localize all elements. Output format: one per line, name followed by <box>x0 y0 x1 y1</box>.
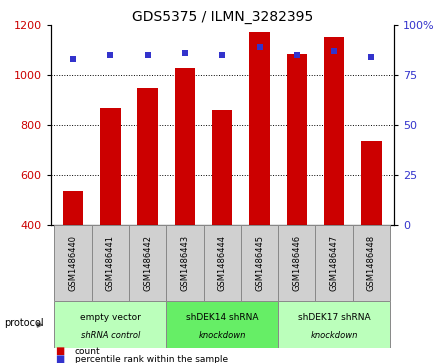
Text: GSM1486447: GSM1486447 <box>330 235 339 291</box>
Bar <box>137 88 158 225</box>
Point <box>293 52 301 58</box>
Text: GSM1486443: GSM1486443 <box>180 235 189 291</box>
Point <box>144 52 151 58</box>
Point <box>70 56 77 62</box>
Text: shRNA control: shRNA control <box>81 331 140 340</box>
Bar <box>212 110 232 225</box>
Point <box>256 44 263 50</box>
Bar <box>92 225 129 301</box>
Bar <box>166 301 278 348</box>
Text: GSM1486442: GSM1486442 <box>143 235 152 291</box>
Bar <box>129 225 166 301</box>
Bar <box>286 54 307 225</box>
Text: ■: ■ <box>55 346 64 356</box>
Text: empty vector: empty vector <box>80 313 141 322</box>
Point <box>330 48 337 54</box>
Bar <box>54 301 166 348</box>
Text: GSM1486441: GSM1486441 <box>106 235 115 291</box>
Title: GDS5375 / ILMN_3282395: GDS5375 / ILMN_3282395 <box>132 11 313 24</box>
Text: GSM1486440: GSM1486440 <box>69 235 77 291</box>
Bar <box>361 142 381 225</box>
Text: knockdown: knockdown <box>311 331 358 340</box>
Bar <box>249 32 270 225</box>
Text: GSM1486446: GSM1486446 <box>292 235 301 291</box>
Text: ■: ■ <box>55 354 64 363</box>
Bar <box>166 225 204 301</box>
Bar <box>353 225 390 301</box>
Text: GSM1486445: GSM1486445 <box>255 235 264 291</box>
Bar <box>241 225 278 301</box>
Bar <box>100 108 121 225</box>
Bar <box>63 191 83 225</box>
Bar <box>324 37 345 225</box>
Bar <box>315 225 353 301</box>
Text: GSM1486444: GSM1486444 <box>218 235 227 291</box>
Point <box>368 54 375 60</box>
Text: percentile rank within the sample: percentile rank within the sample <box>75 355 228 363</box>
Point <box>219 52 226 58</box>
Text: shDEK17 shRNA: shDEK17 shRNA <box>298 313 370 322</box>
Point <box>181 50 188 56</box>
Text: knockdown: knockdown <box>198 331 246 340</box>
Text: count: count <box>75 347 100 355</box>
Point <box>107 52 114 58</box>
Bar <box>278 225 315 301</box>
Bar <box>204 225 241 301</box>
Bar <box>278 301 390 348</box>
Bar <box>175 68 195 225</box>
Text: shDEK14 shRNA: shDEK14 shRNA <box>186 313 258 322</box>
Bar <box>54 225 92 301</box>
Text: protocol: protocol <box>4 318 44 328</box>
Text: GSM1486448: GSM1486448 <box>367 235 376 291</box>
